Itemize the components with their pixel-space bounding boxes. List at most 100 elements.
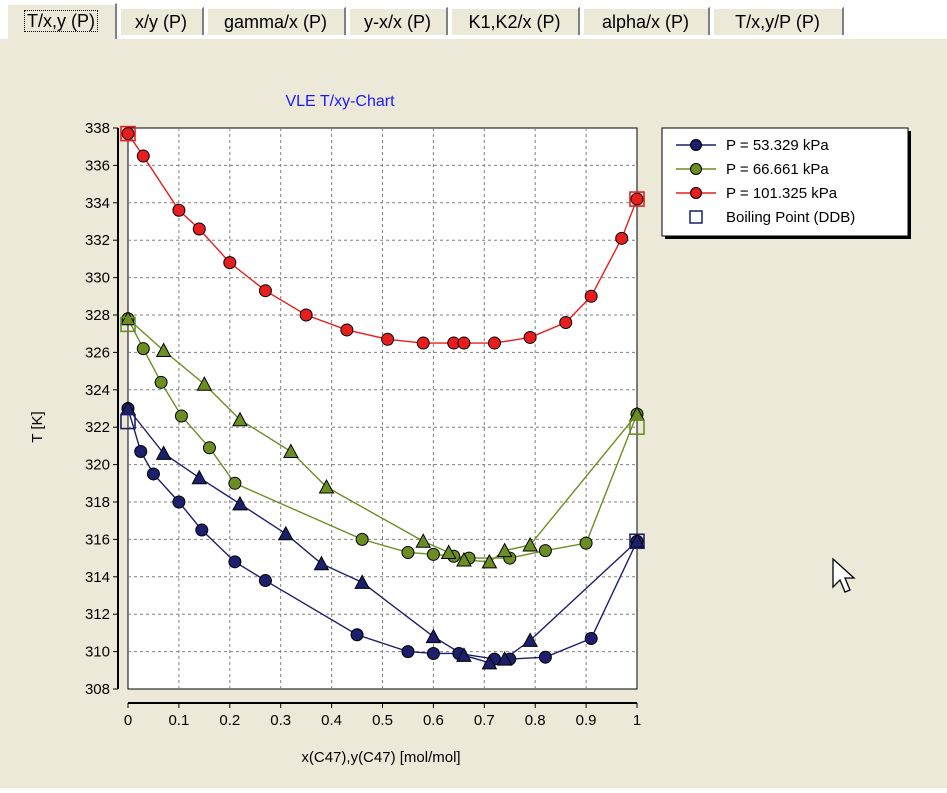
vapor-point [283,443,299,459]
liquid-point [401,645,415,659]
vapor-point [313,555,330,571]
y-tick-label: 314 [85,569,110,586]
tab-label: T/x,y/P (P) [735,12,820,32]
vle-chart: 0 0.1 0.2 0.3 0.4 0.5 0.6 0.7 0.8 0.9 1 308 310 312 31… [29,93,911,766]
vapor-point [481,654,498,670]
tab-txy[interactable]: T/x,y (P) [6,3,117,39]
liquid-point [538,650,552,664]
vapor-point [496,651,513,666]
legend-label: P = 101.325 kPa [726,185,838,202]
liquid-point [416,336,430,350]
tab-label: x/y (P) [135,12,187,32]
tab-y-x[interactable]: y-x/x (P) [348,7,448,35]
liquid-point [258,284,272,298]
liquid-point [350,628,364,642]
legend-label: P = 66.661 kPa [726,161,829,178]
liquid-point [174,409,188,423]
y-tick-label: 336 [85,157,110,174]
vapor-point [440,544,457,559]
y-tick-label: 316 [85,531,110,548]
liquid-point [136,342,150,356]
x-tick-label: 0 [124,712,132,729]
x-tick-label: 0.1 [168,712,189,729]
vapor-point [277,525,294,541]
y-tick-label: 330 [85,270,110,287]
legend-box [661,127,909,237]
liquid-point [457,336,471,350]
liquid-point [584,632,598,646]
tab-txyp[interactable]: T/x,y/P (P) [712,7,844,35]
tab-xy[interactable]: x/y (P) [119,7,204,35]
legend: P = 53.329 kPa P = 66.661 kPa P = 101.325 … [661,127,911,239]
tab-alpha[interactable]: alpha/x (P) [582,7,710,35]
vapor-point [456,647,472,662]
mouse-cursor-icon [832,557,856,593]
series-p101 [121,127,644,350]
y-tick-label: 318 [85,494,110,511]
vapor-point [120,310,136,326]
y-tick-label: 308 [85,681,110,698]
boiling-point-marker [120,316,136,333]
x-axis-label: x(C47),y(C47) [mol/mol] [301,749,460,766]
liquid-point [615,231,629,245]
vapor-point [354,574,370,589]
axes: 0 0.1 0.2 0.3 0.4 0.5 0.6 0.7 0.8 0.9 1 308 310 312 31… [85,120,641,729]
liquid-point [228,476,242,490]
y-tick-label: 312 [85,606,110,623]
vapor-point [415,533,432,548]
liquid-point [538,544,552,558]
vapor-point [425,628,442,644]
vapor-point [155,342,172,358]
liquid-point [136,149,150,163]
legend-marker [690,139,702,151]
vapor-point [522,632,538,647]
tab-gamma[interactable]: gamma/x (P) [206,7,346,35]
chart-title: VLE T/xy-Chart [285,93,395,110]
legend-marker [690,187,702,199]
tab-label: y-x/x (P) [364,12,431,32]
y-tick-label: 326 [85,344,110,361]
vapor-point [232,411,248,427]
x-tick-label: 0.3 [270,712,291,729]
liquid-point [381,332,395,346]
boiling-point-marker [629,191,645,207]
x-tick-label: 0.9 [576,712,597,729]
legend-marker [689,210,703,224]
tab-label: alpha/x (P) [601,12,690,32]
x-tick-label: 0.8 [525,712,546,729]
liquid-point [223,256,237,270]
series [120,125,645,670]
liquid-point [258,574,272,588]
chart-panel: 0 0.1 0.2 0.3 0.4 0.5 0.6 0.7 0.8 0.9 1 308 310 312 31… [0,38,947,788]
liquid-point [134,445,148,459]
liquid-point [154,375,168,389]
liquid-line [127,408,638,660]
vapor-point [232,495,248,511]
liquid-point [192,222,206,236]
vapor-point [496,542,513,558]
liquid-point [584,289,598,303]
liquid-point [172,495,186,509]
vapor-point [191,469,208,485]
tab-label: T/x,y (P) [24,10,98,32]
liquid-point [340,323,354,337]
vapor-point [155,445,172,460]
tab-k1k2[interactable]: K1,K2/x (P) [450,7,580,35]
vapor-point [481,553,498,569]
x-tick-label: 0.6 [423,712,444,729]
tab-bar: T/x,y (P) x/y (P) gamma/x (P) y-x/x (P) … [0,0,947,40]
y-tick-label: 320 [85,457,110,474]
y-tick-label: 310 [85,644,110,661]
liquid-point [146,467,160,481]
y-tick-label: 338 [85,120,110,137]
boiling-point-marker [120,413,136,430]
y-tick-label: 334 [85,195,110,212]
x-tick-label: 0.4 [321,712,342,729]
liquid-point [426,646,440,660]
liquid-point [355,532,369,546]
liquid-point [523,330,537,344]
liquid-point [299,308,313,322]
x-tick-label: 0.5 [372,712,393,729]
legend-label: P = 53.329 kPa [726,137,829,154]
vapor-point [196,376,213,391]
